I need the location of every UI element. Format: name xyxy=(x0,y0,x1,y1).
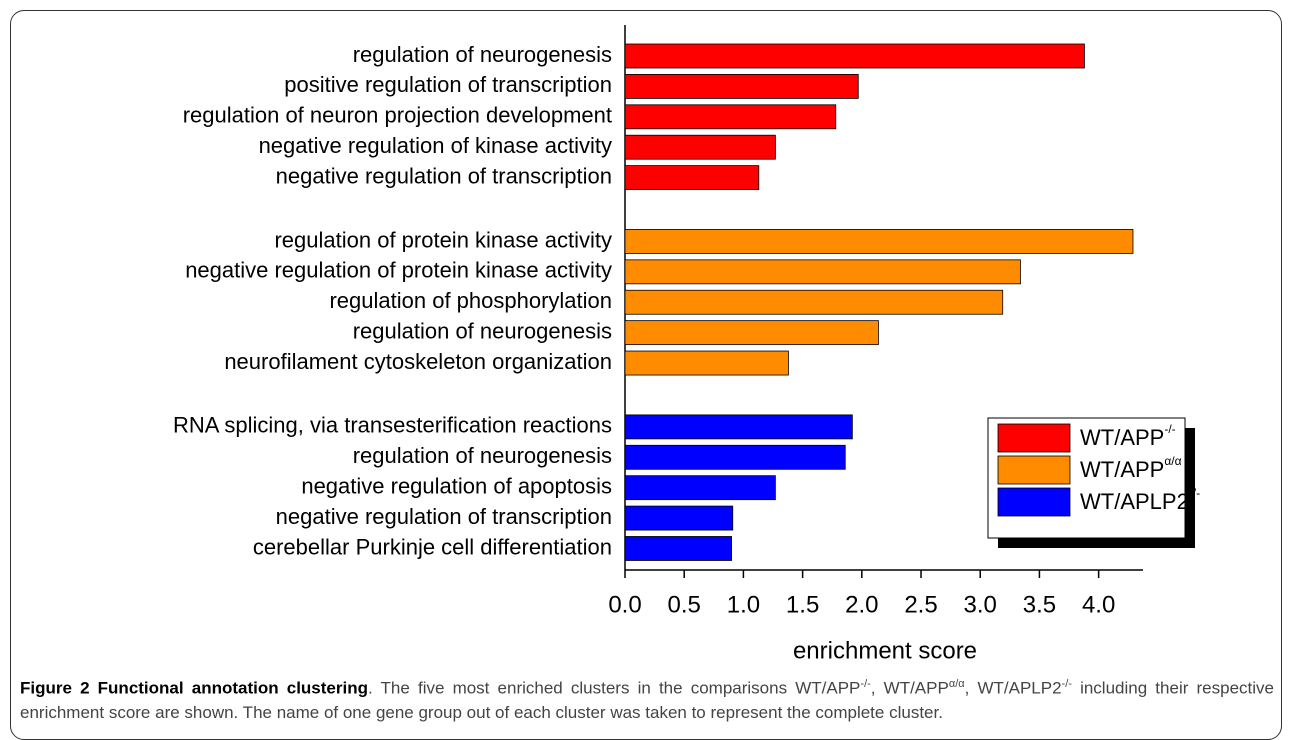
legend-sup: α/α xyxy=(1164,454,1181,468)
legend-swatch xyxy=(997,455,1071,485)
category-label: negative regulation of apoptosis xyxy=(301,473,612,498)
category-label: regulation of neurogenesis xyxy=(353,318,612,343)
x-tick-label: 1.0 xyxy=(727,591,760,618)
caption-text: , WT/APLP2 xyxy=(964,678,1062,698)
x-tick-label: 3.0 xyxy=(964,591,997,618)
bar xyxy=(624,229,1134,254)
x-tick-label: 3.5 xyxy=(1023,591,1056,618)
category-label: regulation of neuron projection developm… xyxy=(183,103,612,128)
legend-name: WT/APP xyxy=(1080,457,1164,482)
bar xyxy=(624,414,853,440)
category-label: regulation of neurogenesis xyxy=(353,42,612,67)
category-label: regulation of protein kinase activity xyxy=(274,227,612,252)
x-axis-label: enrichment score xyxy=(793,637,977,664)
x-tick-label: 2.5 xyxy=(904,591,937,618)
bar xyxy=(624,259,1021,285)
x-tick-label: 0.5 xyxy=(668,591,701,618)
caption-text: . The five most enriched clusters in the… xyxy=(368,678,861,698)
category-label: RNA splicing, via transesterification re… xyxy=(173,413,612,438)
legend-name: WT/APLP2 xyxy=(1080,489,1189,514)
legend-sup: -/- xyxy=(1164,422,1175,436)
category-label: cerebellar Purkinje cell differentiation xyxy=(253,534,612,559)
bar xyxy=(624,505,734,531)
x-tick-label: 2.0 xyxy=(845,591,878,618)
bar xyxy=(624,134,776,160)
bar xyxy=(624,43,1085,69)
category-label: regulation of neurogenesis xyxy=(353,443,612,468)
bar xyxy=(624,350,789,376)
bar xyxy=(624,475,776,501)
bar xyxy=(624,536,732,561)
x-tick-label: 0.0 xyxy=(608,591,641,618)
caption-text: including their respective enrichment sc… xyxy=(20,678,1274,722)
bar xyxy=(624,165,760,191)
legend-swatch xyxy=(997,423,1071,453)
legend-sup: -/- xyxy=(1189,486,1200,500)
legend-swatch xyxy=(997,487,1071,517)
legend-label: WT/APPα/α xyxy=(1080,454,1182,482)
bar xyxy=(624,104,837,130)
bar xyxy=(624,289,1004,315)
bar xyxy=(624,320,879,346)
category-label: neurofilament cytoskeleton organization xyxy=(224,349,612,374)
caption-sup: -/- xyxy=(1061,678,1072,690)
category-label: negative regulation of kinase activity xyxy=(259,133,612,158)
caption-sup: α/α xyxy=(948,678,965,690)
caption: Figure 2 Functional annotation clusterin… xyxy=(20,672,1274,725)
category-label: positive regulation of transcription xyxy=(284,72,612,97)
caption-title: Figure 2 Functional annotation clusterin… xyxy=(20,678,368,698)
legend-label: WT/APLP2-/- xyxy=(1080,486,1200,514)
legend-label: WT/APP-/- xyxy=(1080,422,1176,450)
bar xyxy=(624,74,859,99)
x-tick-label: 4.0 xyxy=(1082,591,1115,618)
legend-name: WT/APP xyxy=(1080,425,1164,450)
category-label: negative regulation of transcription xyxy=(276,163,612,188)
caption-text: , WT/APP xyxy=(870,678,949,698)
x-tick-label: 1.5 xyxy=(786,591,819,618)
caption-sup: -/- xyxy=(860,678,871,690)
category-label: regulation of phosphorylation xyxy=(329,288,612,313)
category-label: negative regulation of transcription xyxy=(276,504,612,529)
chart: enrichment score 0.0 0.5 1.0 1.5 2.0 2.5 3.0 3.… xyxy=(173,25,1200,664)
bar xyxy=(624,444,846,470)
category-label: negative regulation of protein kinase ac… xyxy=(185,258,612,283)
